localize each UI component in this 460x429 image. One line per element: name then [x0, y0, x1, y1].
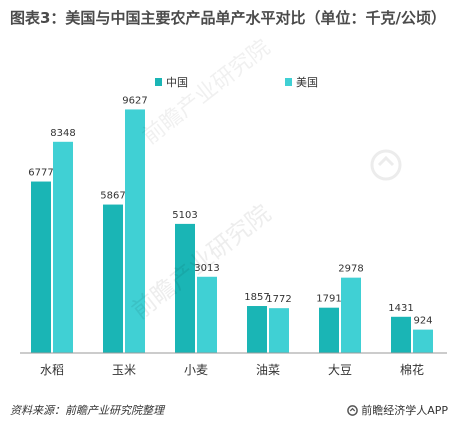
bar-1-1: [125, 109, 145, 354]
data-label-0-0: 6777: [28, 168, 53, 179]
bar-3-0: [247, 306, 267, 353]
brand-logo-icon: [347, 404, 359, 416]
category-label-2: 小麦: [184, 363, 208, 377]
data-label-3-0: 1857: [244, 292, 269, 303]
bar-1-0: [103, 204, 123, 353]
data-label-3-1: 1772: [266, 294, 291, 305]
bar-4-1: [341, 277, 361, 353]
data-label-1-1: 9627: [122, 95, 147, 106]
bar-0-1: [53, 141, 73, 353]
category-label-1: 玉米: [112, 363, 136, 377]
bar-2-0: [175, 223, 195, 353]
data-label-2-0: 5103: [172, 210, 197, 221]
source-note: 资料来源：前瞻产业研究院整理: [10, 404, 164, 417]
category-label-5: 棉花: [400, 362, 424, 377]
bar-5-1: [413, 329, 433, 353]
bar-4-0: [319, 307, 339, 353]
data-label-5-0: 1431: [388, 303, 413, 314]
category-label-3: 油菜: [256, 363, 280, 377]
category-label-0: 水稻: [40, 363, 64, 377]
legend-label-0: 中国: [166, 76, 188, 89]
bar-0-0: [31, 181, 51, 353]
bar-3-1: [269, 308, 289, 353]
data-label-4-1: 2978: [338, 264, 363, 275]
category-label-4: 大豆: [328, 363, 352, 377]
watermark-text-2: 前瞻产业研究院: [138, 35, 275, 150]
chart-title: 图表3：美国与中国主要农产品单产水平对比（单位：千克/公顷）: [10, 9, 446, 27]
legend-swatch-0: [155, 78, 162, 86]
data-label-2-1: 3013: [194, 263, 219, 274]
bar-2-1: [197, 276, 217, 353]
legend-label-1: 美国: [296, 76, 318, 89]
brand-credit: 前瞻经济学人APP: [347, 402, 448, 418]
legend-swatch-1: [285, 78, 292, 86]
data-label-5-1: 924: [413, 316, 432, 327]
brand-text: 前瞻经济学人APP: [361, 404, 448, 417]
data-label-4-0: 1791: [316, 294, 341, 305]
bar-5-0: [391, 316, 411, 353]
data-label-1-0: 5867: [100, 191, 125, 202]
data-label-0-1: 8348: [50, 128, 75, 139]
